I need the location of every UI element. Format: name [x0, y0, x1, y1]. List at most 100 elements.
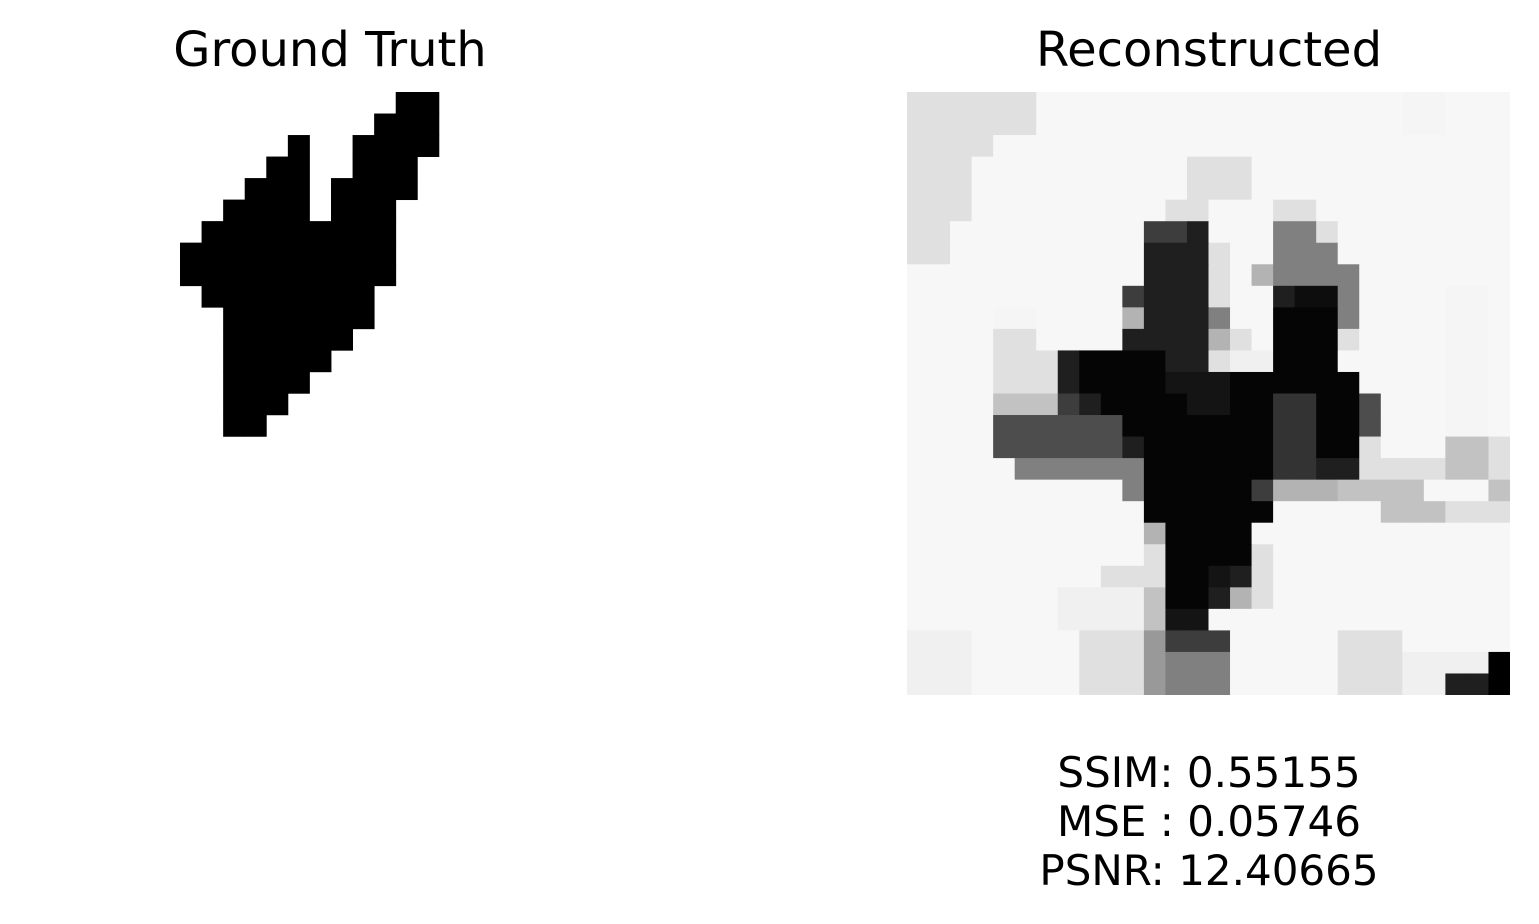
reconstructed-pixel	[971, 328, 994, 351]
reconstructed-pixel	[1251, 393, 1274, 416]
reconstructed-pixel	[1100, 307, 1123, 330]
reconstructed-pixel	[971, 565, 994, 588]
reconstructed-pixel	[1445, 156, 1468, 179]
ground-truth-pixel	[331, 221, 354, 244]
reconstructed-pixel	[1466, 544, 1489, 567]
reconstructed-pixel	[971, 178, 994, 201]
reconstructed-pixel	[950, 393, 973, 416]
reconstructed-pixel	[1423, 479, 1446, 502]
reconstructed-pixel	[1014, 458, 1037, 481]
reconstructed-pixel	[1423, 630, 1446, 653]
ground-truth-pixel	[244, 371, 267, 394]
reconstructed-pixel	[1402, 92, 1425, 114]
ground-truth-title: Ground Truth	[173, 22, 487, 78]
reconstructed-pixel	[1251, 565, 1274, 588]
reconstructed-pixel	[1445, 92, 1468, 114]
ground-truth-pixel	[374, 264, 397, 287]
reconstructed-pixel	[1316, 285, 1339, 308]
reconstructed-pixel	[1079, 393, 1102, 416]
reconstructed-pixel	[1488, 458, 1510, 481]
reconstructed-pixel	[1230, 415, 1253, 438]
ground-truth-pixel	[374, 135, 397, 157]
reconstructed-pixel	[1014, 393, 1037, 416]
reconstructed-pixel	[1036, 328, 1059, 351]
reconstructed-pixel	[1380, 371, 1403, 394]
ground-truth-pixel	[244, 199, 267, 222]
reconstructed-pixel	[1402, 630, 1425, 653]
reconstructed-pixel	[1359, 436, 1382, 459]
reconstructed-pixel	[950, 630, 973, 653]
reconstructed-pixel	[1208, 242, 1231, 265]
ground-truth-pixel	[266, 242, 289, 265]
reconstructed-pixel	[1294, 371, 1317, 394]
reconstructed-pixel	[1230, 135, 1253, 158]
reconstructed-pixel	[1208, 285, 1231, 308]
reconstructed-pixel	[1488, 630, 1510, 653]
reconstructed-pixel	[1057, 92, 1080, 114]
reconstructed-pixel	[1208, 135, 1231, 158]
reconstructed-pixel	[1186, 673, 1209, 695]
reconstructed-pixel	[1100, 371, 1123, 394]
reconstructed-pixel	[950, 350, 973, 373]
reconstructed-pixel	[1143, 307, 1166, 330]
ground-truth-pixel	[244, 178, 267, 201]
reconstructed-pixel	[993, 199, 1016, 222]
reconstructed-pixel	[1251, 328, 1274, 351]
reconstructed-pixel	[1423, 673, 1446, 695]
reconstructed-pixel	[928, 113, 951, 136]
reconstructed-pixel	[1165, 436, 1188, 459]
reconstructed-pixel	[1014, 371, 1037, 394]
reconstructed-pixel	[1273, 221, 1296, 244]
reconstructed-pixel	[1036, 135, 1059, 158]
reconstructed-pixel	[1057, 608, 1080, 631]
reconstructed-pixel	[1100, 608, 1123, 631]
ground-truth-pixel	[266, 285, 289, 308]
reconstructed-pixel	[1186, 113, 1209, 136]
reconstructed-pixel	[1143, 242, 1166, 265]
reconstructed-pixel	[1316, 630, 1339, 653]
reconstructed-pixel	[1273, 544, 1296, 567]
reconstructed-pixel	[950, 673, 973, 695]
reconstructed-pixel	[1143, 113, 1166, 136]
reconstructed-pixel	[1057, 242, 1080, 265]
reconstructed-pixel	[1423, 415, 1446, 438]
reconstructed-pixel	[1143, 221, 1166, 244]
reconstructed-pixel	[1380, 221, 1403, 244]
reconstructed-pixel	[907, 501, 929, 524]
reconstructed-pixel	[928, 587, 951, 610]
reconstructed-pixel	[1466, 587, 1489, 610]
reconstructed-pixel	[1208, 92, 1231, 114]
reconstructed-pixel	[1165, 178, 1188, 201]
reconstructed-pixel	[1337, 651, 1360, 674]
reconstructed-pixel	[1057, 565, 1080, 588]
reconstructed-pixel	[971, 156, 994, 179]
reconstructed-pixel	[1165, 393, 1188, 416]
reconstructed-pixel	[928, 565, 951, 588]
reconstructed-pixel	[1251, 501, 1274, 524]
reconstructed-pixel	[1488, 479, 1510, 502]
reconstructed-pixel	[1143, 264, 1166, 287]
reconstructed-pixel	[1122, 608, 1145, 631]
reconstructed-pixel	[1380, 92, 1403, 114]
ground-truth-pixel	[287, 264, 310, 287]
reconstructed-pixel	[1186, 371, 1209, 394]
reconstructed-pixel	[1230, 92, 1253, 114]
reconstructed-pixel	[1380, 501, 1403, 524]
reconstructed-pixel	[1122, 565, 1145, 588]
reconstructed-pixel	[1036, 156, 1059, 179]
ground-truth-pixel	[244, 328, 267, 351]
reconstructed-pixel	[1208, 501, 1231, 524]
reconstructed-pixel	[1014, 307, 1037, 330]
reconstructed-pixel	[1251, 156, 1274, 179]
ground-truth-pixel	[244, 350, 267, 373]
reconstructed-pixel	[1466, 264, 1489, 287]
ground-truth-pixel	[352, 264, 375, 287]
reconstructed-pixel	[1122, 393, 1145, 416]
reconstructed-pixel	[1466, 242, 1489, 265]
reconstructed-pixel	[1165, 544, 1188, 567]
reconstructed-pixel	[1036, 544, 1059, 567]
reconstructed-pixel	[971, 522, 994, 545]
reconstructed-pixel	[1100, 415, 1123, 438]
reconstructed-pixel	[971, 221, 994, 244]
reconstructed-pixel	[1122, 307, 1145, 330]
